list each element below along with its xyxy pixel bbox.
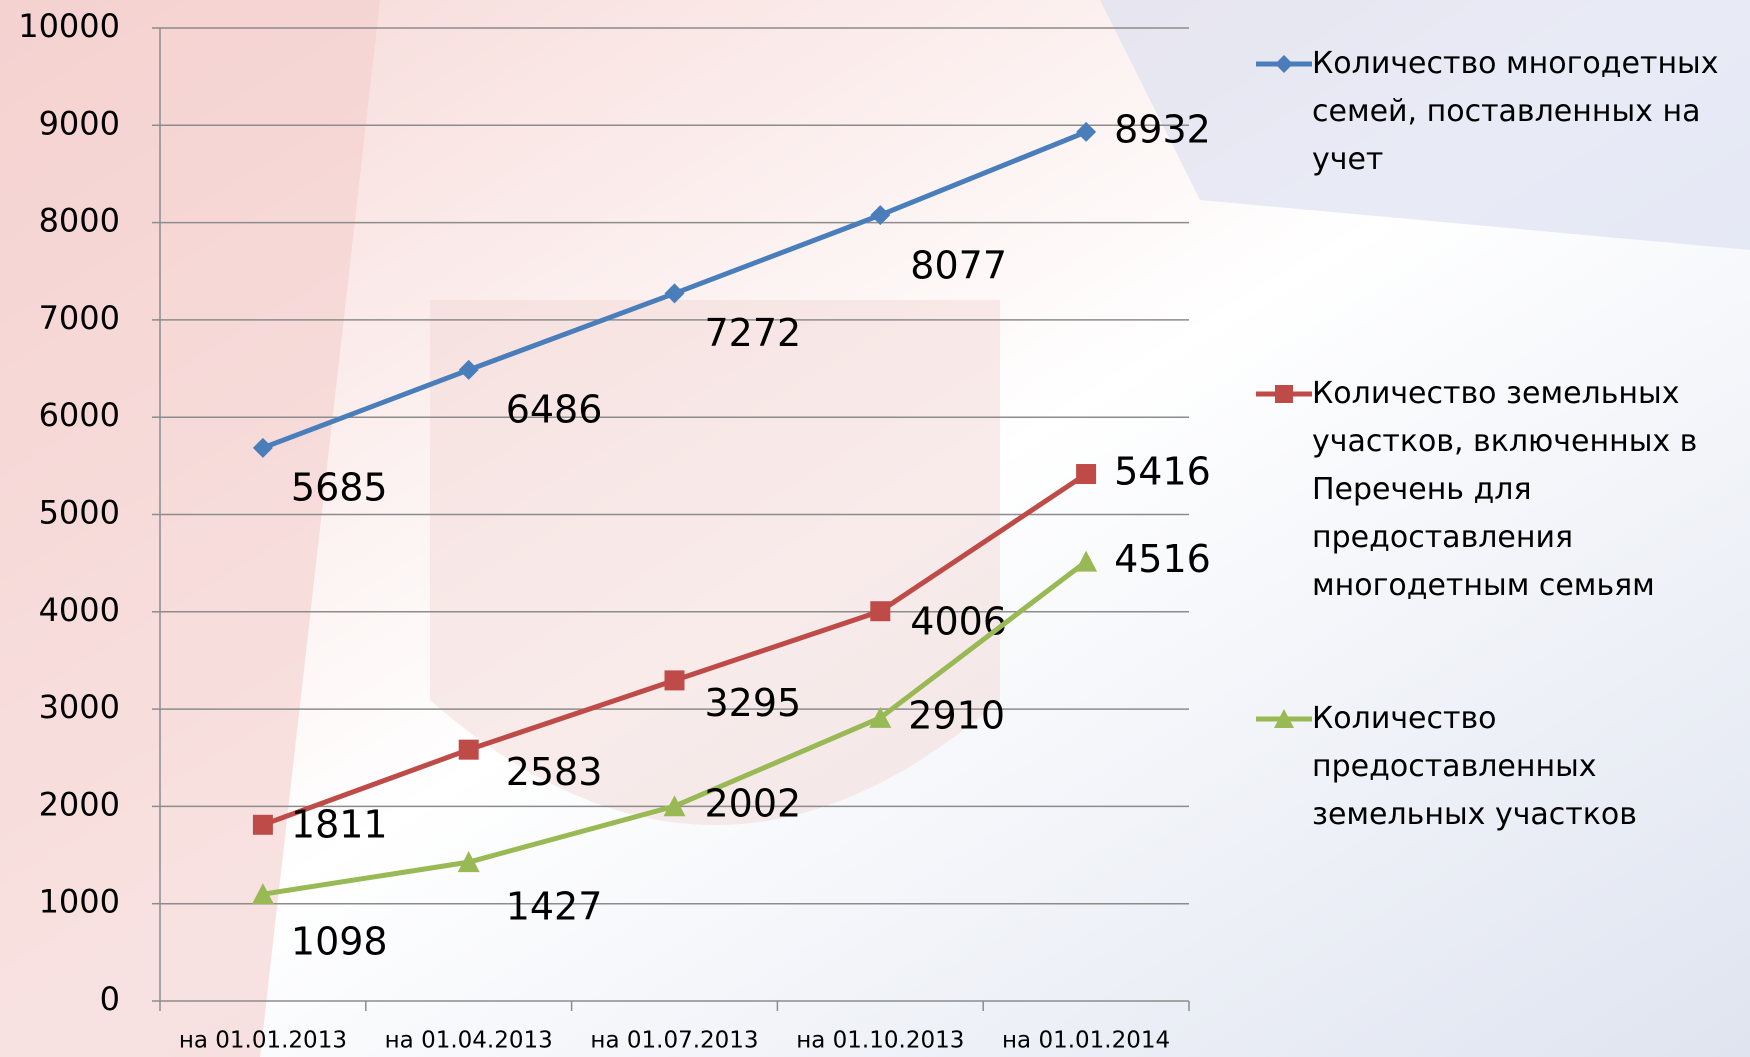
- legend-marker: [1256, 55, 1312, 73]
- x-tick-label: на 01.04.2013: [385, 1028, 553, 1054]
- marker: [663, 795, 686, 817]
- data-label: 8077: [910, 244, 1007, 288]
- data-label: 3295: [705, 681, 802, 725]
- y-tick-label: 5000: [39, 494, 120, 532]
- legend-item: Количество предоставленных земельных уча…: [1252, 695, 1737, 839]
- marker: [252, 814, 273, 835]
- y-tick-label: 9000: [39, 104, 120, 142]
- data-label: 2910: [908, 693, 1005, 737]
- x-tick-label: на 01.10.2013: [796, 1028, 964, 1054]
- legend-symbol: [1275, 55, 1293, 73]
- y-tick-label: 7000: [39, 299, 120, 337]
- data-label: 5416: [1114, 450, 1211, 494]
- marker: [869, 706, 892, 728]
- y-tick-label: 2000: [39, 785, 120, 823]
- legend-marker: [1256, 709, 1312, 728]
- background-shape: [0, 0, 380, 1057]
- marker: [251, 883, 274, 905]
- legend-marker: [1256, 385, 1312, 403]
- marker: [1075, 550, 1098, 572]
- marker: [1076, 464, 1097, 485]
- y-tick-label: 3000: [39, 688, 120, 726]
- data-label: 2583: [506, 750, 603, 794]
- y-tick-label: 8000: [39, 202, 120, 240]
- data-label: 8932: [1114, 107, 1211, 151]
- marker: [252, 437, 273, 458]
- x-tick-label: на 01.01.2013: [179, 1028, 347, 1054]
- y-tick-label: 10000: [18, 7, 120, 45]
- background-emblem: [430, 300, 1000, 825]
- data-label: 5685: [291, 465, 388, 509]
- data-label: 1098: [291, 920, 388, 964]
- marker: [458, 359, 479, 380]
- marker: [457, 851, 480, 873]
- y-tick-label: 6000: [39, 396, 120, 434]
- legend-label: Количество многодетных семей, поставленн…: [1312, 46, 1719, 177]
- marker: [664, 670, 685, 691]
- data-label: 1427: [506, 885, 603, 929]
- data-label: 7272: [705, 311, 802, 355]
- y-tick-label: 1000: [39, 883, 120, 921]
- legend-label: Количество предоставленных земельных уча…: [1312, 701, 1637, 832]
- legend-item: Количество земельных участков, включенны…: [1252, 370, 1737, 610]
- legend-symbol: [1275, 385, 1293, 403]
- marker: [664, 283, 685, 304]
- legend-item: Количество многодетных семей, поставленн…: [1252, 40, 1737, 184]
- marker: [870, 205, 891, 226]
- x-tick-label: на 01.01.2014: [1002, 1028, 1170, 1054]
- marker: [458, 739, 479, 760]
- data-label: 1811: [291, 802, 388, 846]
- legend-symbol: [1274, 709, 1294, 728]
- data-label: 6486: [506, 387, 603, 431]
- data-label: 2002: [705, 782, 802, 826]
- marker: [1076, 121, 1097, 142]
- data-label: 4516: [1114, 537, 1211, 581]
- data-label: 4006: [910, 600, 1007, 644]
- legend-label: Количество земельных участков, включенны…: [1312, 376, 1698, 603]
- plot: 0 1000 2000 3000 4000 5000 6000 7000 8000 9000 100…: [18, 7, 1211, 1054]
- x-tick-label: на 01.07.2013: [590, 1028, 758, 1054]
- marker: [870, 601, 891, 622]
- y-tick-label: 4000: [39, 591, 120, 629]
- y-tick-label: 0: [100, 980, 120, 1018]
